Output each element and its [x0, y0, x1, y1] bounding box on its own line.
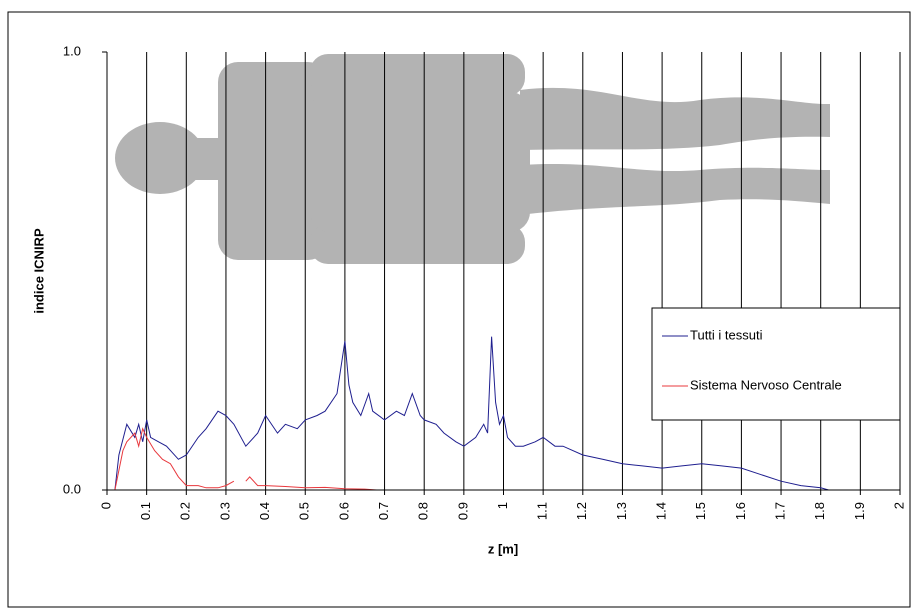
- y-tick-label: 0.0: [63, 481, 81, 496]
- x-tick-label: 0.9: [455, 502, 470, 520]
- legend-label: Tutti i tessuti: [690, 327, 763, 342]
- x-tick-label: 0.7: [376, 502, 391, 520]
- x-tick-label: 0.6: [336, 502, 351, 520]
- series-line: [114, 336, 829, 491]
- x-tick-label: 1.5: [693, 502, 708, 520]
- body-silhouette: [115, 54, 830, 264]
- x-tick-label: 0.8: [416, 502, 431, 520]
- x-tick-label: 1: [495, 502, 510, 509]
- x-tick-label: 1.1: [535, 502, 550, 520]
- x-tick-label: 0.1: [138, 502, 153, 520]
- x-tick-label: 1.7: [772, 502, 787, 520]
- x-tick-label: 1.8: [812, 502, 827, 520]
- series-line: [114, 427, 377, 491]
- x-tick-label: 1.4: [654, 502, 669, 520]
- x-axis-label: z [m]: [488, 541, 518, 556]
- legend-label: Sistema Nervoso Centrale: [690, 377, 842, 392]
- x-tick-label: 0.4: [257, 502, 272, 520]
- x-tick-label: 0.2: [178, 502, 193, 520]
- legend: [651, 307, 901, 421]
- y-tick-label: 1.0: [63, 43, 81, 58]
- x-tick-label: 1.6: [733, 502, 748, 520]
- x-tick-label: 2: [891, 502, 906, 509]
- y-axis-label: indice ICNIRP: [31, 228, 46, 314]
- plot: [106, 52, 901, 491]
- x-tick-label: 1.9: [852, 502, 867, 520]
- x-tick-label: 0.3: [217, 502, 232, 520]
- x-tick-label: 1.3: [614, 502, 629, 520]
- x-tick-label: 1.2: [574, 502, 589, 520]
- x-tick-label: 0: [98, 502, 113, 509]
- x-tick-label: 0.5: [297, 502, 312, 520]
